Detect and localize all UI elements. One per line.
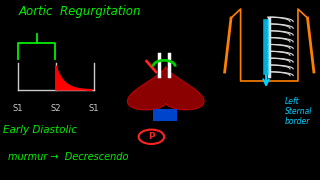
Text: S1: S1 bbox=[12, 104, 23, 113]
Text: S2: S2 bbox=[51, 104, 61, 113]
Text: Aortic  Regurgitation: Aortic Regurgitation bbox=[19, 5, 141, 18]
Text: Early Diastolic: Early Diastolic bbox=[3, 125, 77, 135]
Text: murmur →  Decrescendo: murmur → Decrescendo bbox=[8, 152, 128, 162]
Text: S1: S1 bbox=[89, 104, 99, 113]
Text: P: P bbox=[148, 132, 155, 141]
Text: Left
Sternal
border: Left Sternal border bbox=[285, 97, 313, 127]
Polygon shape bbox=[56, 66, 92, 90]
Polygon shape bbox=[127, 67, 204, 110]
FancyBboxPatch shape bbox=[153, 109, 177, 121]
